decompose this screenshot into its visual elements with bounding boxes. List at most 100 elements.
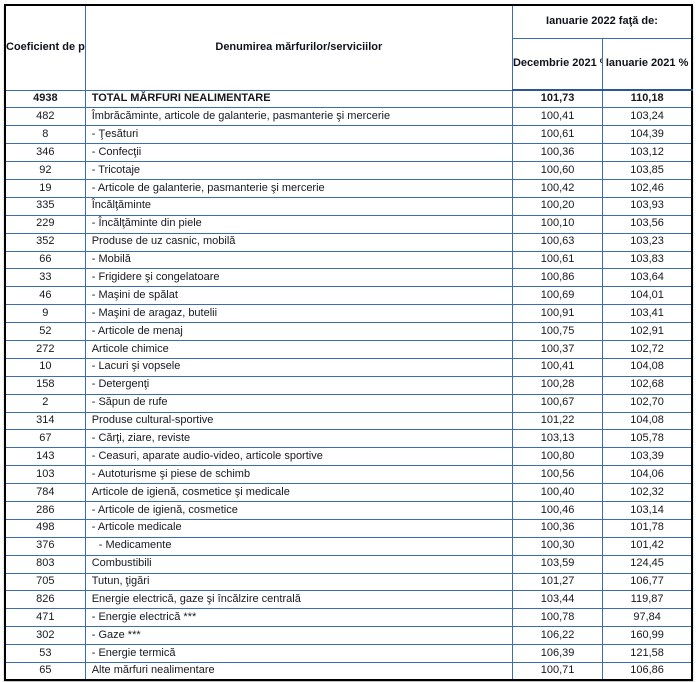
january-2021-value-cell: 106,86 [602,662,693,681]
goods-name-cell: - Maşini de spălat [84,286,513,306]
goods-name-cell: - Detergenţi [84,375,513,395]
weight-coefficient-cell: 229 [4,214,86,234]
january-2021-value-cell: 103,93 [602,196,693,216]
weight-coefficient-cell: 803 [4,554,86,574]
table-row: 33 - Frigidere şi congelatoare 100,86 10… [4,268,693,288]
weight-coefficient-cell: 705 [4,572,86,592]
table-row: 803 Combustibili 103,59 124,45 [4,554,693,574]
goods-name-cell: Încălţăminte [84,196,513,216]
table-row: 302 - Gaze *** 106,22 160,99 [4,626,693,646]
table-row: 335 Încălţăminte 100,20 103,93 [4,196,693,216]
weight-coefficient-cell: 10 [4,357,86,377]
weight-coefficient-cell: 46 [4,286,86,306]
header-weight-coefficient: Coeficient de ponderare [4,4,86,91]
december-2021-value-cell: 100,78 [511,608,604,628]
january-2021-value-cell: 103,85 [602,161,693,180]
table-row: 158 - Detergenţi 100,28 102,68 [4,375,693,395]
table-row: 784 Articole de igienă, cosmetice şi med… [4,483,693,502]
goods-name-cell: - Lacuri şi vopsele [84,357,513,377]
january-2021-value-cell: 105,78 [602,429,693,449]
header-goods-services-name: Denumirea mărfurilor/serviciilor [84,4,513,91]
weight-coefficient-cell: 2 [4,393,86,413]
weight-coefficient-cell: 103 [4,465,86,485]
table-row: 103 - Autoturisme şi piese de schimb 100… [4,465,693,485]
december-2021-value-cell: 100,28 [511,375,604,395]
table-row: 143 - Ceasuri, aparate audio-video, arti… [4,447,693,467]
table-row: 286 - Articole de igienă, cosmetice 100,… [4,500,693,520]
weight-coefficient-cell: 784 [4,483,86,502]
january-2021-value-cell: 104,39 [602,125,693,145]
table-body: 4938 TOTAL MĂRFURI NEALIMENTARE 101,73 1… [4,89,693,681]
weight-coefficient-cell: 286 [4,500,86,520]
table-row: 376 - Medicamente 100,30 101,42 [4,536,693,556]
december-2021-value-cell: 100,61 [511,250,604,270]
weight-coefficient-cell: 19 [4,178,86,198]
goods-name-cell: - Articole medicale [84,518,513,538]
goods-name-cell: Îmbrăcăminte, articole de galanterie, pa… [84,107,513,127]
table-row: 9 - Maşini de aragaz, butelii 100,91 103… [4,304,693,324]
weight-coefficient-cell: 335 [4,196,86,216]
january-2021-value-cell: 97,84 [602,608,693,628]
january-2021-value-cell: 102,91 [602,322,693,341]
table-row: 92 - Tricotaje 100,60 103,85 [4,161,693,180]
december-2021-value-cell: 100,67 [511,393,604,413]
table-row: 826 Energie electrică, gaze şi încălzire… [4,590,693,610]
weight-coefficient-cell: 52 [4,322,86,341]
december-2021-value-cell: 100,41 [511,107,604,127]
goods-name-cell: - Încălţăminte din piele [84,214,513,234]
goods-name-cell: Energie electrică, gaze şi încălzire cen… [84,590,513,610]
december-2021-value-cell: 100,80 [511,447,604,467]
january-2021-value-cell: 103,14 [602,500,693,520]
table-row: 65 Alte mărfuri nealimentare 100,71 106,… [4,662,693,681]
table-row: 52 - Articole de menaj 100,75 102,91 [4,322,693,341]
weight-coefficient-cell: 272 [4,339,86,359]
goods-name-cell: - Ţesături [84,125,513,145]
december-2021-value-cell: 100,10 [511,214,604,234]
december-2021-value-cell: 100,56 [511,465,604,485]
december-2021-value-cell: 100,61 [511,125,604,145]
goods-name-cell: Articole de igienă, cosmetice şi medical… [84,483,513,502]
december-2021-value-cell: 100,36 [511,143,604,163]
weight-coefficient-cell: 53 [4,644,86,663]
table-row: 471 - Energie electrică *** 100,78 97,84 [4,608,693,628]
goods-name-cell: - Frigidere şi congelatoare [84,268,513,288]
weight-coefficient-cell: 471 [4,608,86,628]
goods-name-cell: - Autoturisme şi piese de schimb [84,465,513,485]
goods-name-cell: - Confecţii [84,143,513,163]
table-row: 2 - Săpun de rufe 100,67 102,70 [4,393,693,413]
december-2021-value-cell: 101,73 [511,89,604,109]
december-2021-value-cell: 100,71 [511,662,604,681]
goods-name-cell: Articole chimice [84,339,513,359]
header-january-2022-vs-group: Ianuarie 2022 faţă de: [511,4,693,39]
december-2021-value-cell: 100,91 [511,304,604,324]
goods-name-cell: - Energie termică [84,644,513,663]
january-2021-value-cell: 104,06 [602,465,693,485]
goods-name-cell: Tutun, ţigări [84,572,513,592]
january-2021-value-cell: 160,99 [602,626,693,646]
table-row: 10 - Lacuri şi vopsele 100,41 104,08 [4,357,693,377]
goods-name-cell: Alte mărfuri nealimentare [84,662,513,681]
december-2021-value-cell: 100,75 [511,322,604,341]
january-2021-value-cell: 102,72 [602,339,693,359]
weight-coefficient-cell: 67 [4,429,86,449]
table-row: 66 - Mobilă 100,61 103,83 [4,250,693,270]
goods-name-cell: Produse cultural-sportive [84,411,513,431]
december-2021-value-cell: 101,27 [511,572,604,592]
december-2021-value-cell: 100,86 [511,268,604,288]
weight-coefficient-cell: 92 [4,161,86,180]
december-2021-value-cell: 100,69 [511,286,604,306]
goods-name-cell: - Medicamente [84,536,513,556]
january-2021-value-cell: 103,56 [602,214,693,234]
goods-name-cell: Combustibili [84,554,513,574]
weight-coefficient-cell: 482 [4,107,86,127]
weight-coefficient-cell: 314 [4,411,86,431]
january-2021-value-cell: 103,64 [602,268,693,288]
january-2021-value-cell: 103,24 [602,107,693,127]
weight-coefficient-cell: 33 [4,268,86,288]
weight-coefficient-cell: 4938 [4,89,86,109]
goods-name-cell: - Energie electrică *** [84,608,513,628]
january-2021-value-cell: 124,45 [602,554,693,574]
table-row: 272 Articole chimice 100,37 102,72 [4,339,693,359]
table-row: 352 Produse de uz casnic, mobilă 100,63 … [4,232,693,252]
